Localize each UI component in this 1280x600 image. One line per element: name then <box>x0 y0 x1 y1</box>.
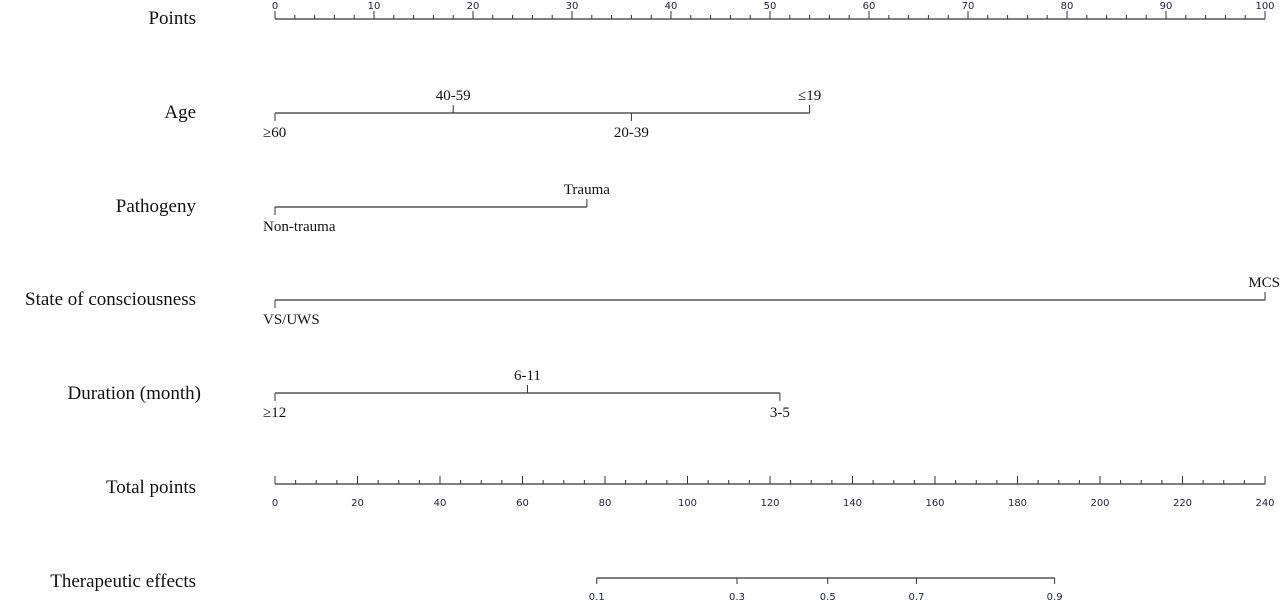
total-tick-label: 80 <box>599 498 612 509</box>
consciousness-category-label: VS/UWS <box>263 312 320 328</box>
points-tick-label: 80 <box>1061 1 1074 12</box>
effects-tick-label: 0.9 <box>1047 592 1063 600</box>
total-tick-label: 0 <box>272 498 278 509</box>
total-tick-label: 160 <box>925 498 944 509</box>
total-tick-label: 20 <box>351 498 364 509</box>
points-tick-label: 50 <box>764 1 777 12</box>
chart-marks: 0 10 20 30 40 50 60 70 80 90 100 ≥60 40-59 20-39 ≤19 No… <box>263 1 1280 600</box>
row-label-points: Points <box>148 8 196 29</box>
duration-category-label: ≥12 <box>263 405 286 421</box>
points-tick-label: 90 <box>1160 1 1173 12</box>
points-tick-label: 60 <box>863 1 876 12</box>
age-category-label: 40-59 <box>436 88 471 104</box>
total-tick-label: 100 <box>678 498 697 509</box>
total-tick-label: 140 <box>843 498 862 509</box>
points-tick-label: 0 <box>272 1 278 12</box>
duration-category-label: 6-11 <box>514 368 541 384</box>
total-tick-label: 240 <box>1255 498 1274 509</box>
age-category-label: ≤19 <box>798 88 821 104</box>
row-label-consciousness: State of consciousness <box>25 289 196 310</box>
effects-tick-label: 0.1 <box>589 592 605 600</box>
points-tick-label: 20 <box>467 1 480 12</box>
consciousness-category-label: MCS <box>1248 275 1280 291</box>
effects-tick-label: 0.5 <box>820 592 836 600</box>
row-label-therapeutic-effects: Therapeutic effects <box>50 571 196 592</box>
points-tick-label: 70 <box>962 1 975 12</box>
total-tick-label: 120 <box>760 498 779 509</box>
duration-category-label: 3-5 <box>770 405 790 421</box>
effects-tick-label: 0.7 <box>908 592 924 600</box>
row-label-age: Age <box>164 102 196 123</box>
total-tick-label: 180 <box>1008 498 1027 509</box>
total-tick-label: 40 <box>434 498 447 509</box>
age-category-label: 20-39 <box>614 125 649 141</box>
pathogeny-category-label: Trauma <box>564 182 610 198</box>
points-tick-label: 10 <box>368 1 381 12</box>
points-tick-label: 40 <box>665 1 678 12</box>
age-category-label: ≥60 <box>263 125 286 141</box>
effects-tick-label: 0.3 <box>729 592 745 600</box>
row-label-duration: Duration (month) <box>67 383 201 404</box>
points-tick-label: 30 <box>566 1 579 12</box>
total-tick-label: 60 <box>516 498 529 509</box>
total-tick-label: 200 <box>1090 498 1109 509</box>
row-label-total-points: Total points <box>106 477 196 498</box>
pathogeny-category-label: Non-trauma <box>263 219 336 235</box>
points-tick-label: 100 <box>1255 1 1274 12</box>
row-label-pathogeny: Pathogeny <box>116 196 197 217</box>
total-tick-label: 220 <box>1173 498 1192 509</box>
